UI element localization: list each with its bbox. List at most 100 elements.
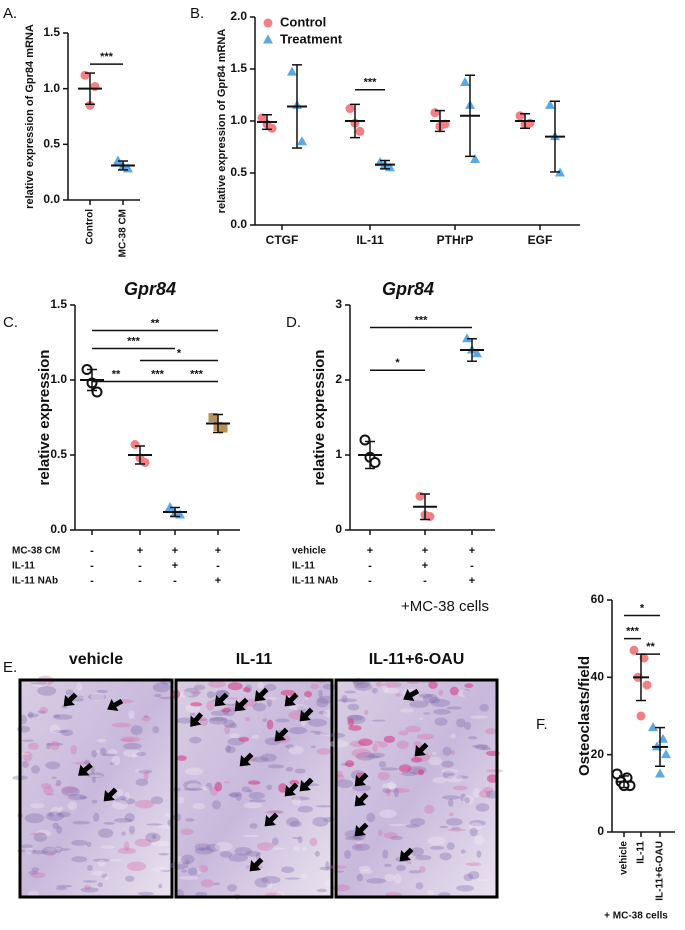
arrow [63, 692, 78, 707]
tissue-texture [71, 839, 88, 846]
tissue-texture [70, 744, 77, 755]
stain [304, 691, 313, 698]
tissue-texture [126, 861, 147, 871]
tissue-texture [89, 775, 102, 778]
tissue-texture [418, 866, 426, 873]
tissue-texture [352, 843, 370, 851]
y-tick-label: 2.0 [230, 9, 247, 23]
tissue-texture [413, 740, 422, 749]
tissue-texture [71, 856, 88, 863]
stain [176, 755, 187, 761]
tissue-texture [446, 817, 463, 826]
condition-mark: - [423, 575, 427, 587]
stain [280, 689, 296, 696]
data-point [462, 333, 472, 343]
tissue-texture [332, 870, 345, 873]
tissue-texture [335, 774, 345, 782]
tissue-texture [158, 852, 170, 856]
tissue-texture [186, 783, 202, 790]
arrow [103, 787, 118, 802]
x-tick-label: Control [85, 209, 96, 245]
tissue-texture [385, 787, 391, 797]
tissue-texture [84, 884, 92, 891]
tissue-texture [55, 886, 67, 891]
tissue-texture [315, 697, 329, 708]
condition-label: MC-38 CM [12, 546, 60, 557]
tissue-texture [229, 722, 238, 729]
tissue-texture [475, 803, 490, 812]
tissue-texture [108, 859, 123, 862]
stain [347, 718, 354, 727]
tissue-texture [183, 687, 200, 698]
data-point [91, 386, 103, 398]
tissue-texture [257, 842, 274, 851]
significance-label: *** [415, 314, 429, 326]
tissue-texture [193, 684, 206, 691]
tissue-texture [185, 859, 190, 865]
tissue-texture [169, 861, 189, 870]
tissue-texture [67, 801, 78, 811]
tissue-texture [46, 847, 62, 852]
data-point [257, 113, 267, 123]
tissue-texture [206, 691, 215, 699]
tissue-texture [200, 879, 215, 888]
micrograph-title: vehicle [69, 651, 123, 668]
data-point [661, 749, 671, 759]
tissue-texture [262, 718, 268, 722]
tissue-texture [205, 843, 221, 852]
y-tick-label: 0 [335, 522, 342, 536]
significance-label: ** [646, 641, 655, 653]
y-tick-label: 3 [335, 297, 342, 311]
tissue-texture [377, 741, 388, 748]
stain [344, 760, 355, 768]
tissue-texture [211, 800, 222, 810]
tissue-texture [27, 742, 39, 750]
tissue-texture [293, 846, 300, 852]
arrow [284, 692, 299, 707]
tissue-texture [310, 683, 319, 690]
tissue-texture [152, 682, 171, 693]
tissue-texture [208, 716, 228, 725]
tissue-texture [124, 792, 130, 801]
data-point [655, 768, 665, 778]
tissue-texture [68, 794, 87, 801]
tissue-texture [458, 689, 471, 698]
y-tick-label: 0.5 [230, 165, 247, 179]
y-axis-label: relative expression of Gpr84 mRNA [216, 29, 228, 214]
y-axis-label: Osteoclasts/field [576, 656, 593, 776]
tissue-texture [194, 847, 214, 855]
tissue-texture [384, 873, 395, 882]
tissue-texture [347, 703, 360, 711]
tissue-texture [30, 802, 45, 809]
tissue-texture [375, 681, 383, 687]
tissue-texture [30, 872, 46, 879]
tissue-texture [22, 739, 34, 742]
tissue-texture [446, 775, 464, 783]
tissue-texture [294, 768, 306, 774]
tissue-texture [224, 703, 236, 706]
tissue-texture [55, 813, 63, 816]
tissue-texture [252, 702, 267, 712]
tissue-texture [447, 828, 467, 832]
tissue-texture [120, 738, 135, 742]
tissue-texture [150, 840, 170, 847]
tissue-texture [97, 882, 103, 888]
tissue-texture [136, 752, 147, 757]
condition-mark: - [216, 560, 220, 572]
tissue-texture [226, 744, 232, 753]
tissue-texture [151, 834, 157, 840]
condition-mark: + [215, 575, 221, 587]
tissue-texture [57, 811, 71, 818]
tissue-texture [143, 770, 149, 781]
tissue-texture [99, 747, 107, 756]
tissue-texture [116, 788, 124, 796]
tissue-texture [485, 728, 498, 735]
stain [418, 769, 425, 776]
arrow [274, 727, 289, 742]
tissue-texture [180, 828, 194, 836]
arrow [190, 712, 204, 727]
y-axis-label: relative expression [36, 350, 53, 486]
tissue-texture [110, 761, 116, 765]
tissue-texture [281, 866, 295, 873]
tissue-texture [382, 682, 402, 688]
